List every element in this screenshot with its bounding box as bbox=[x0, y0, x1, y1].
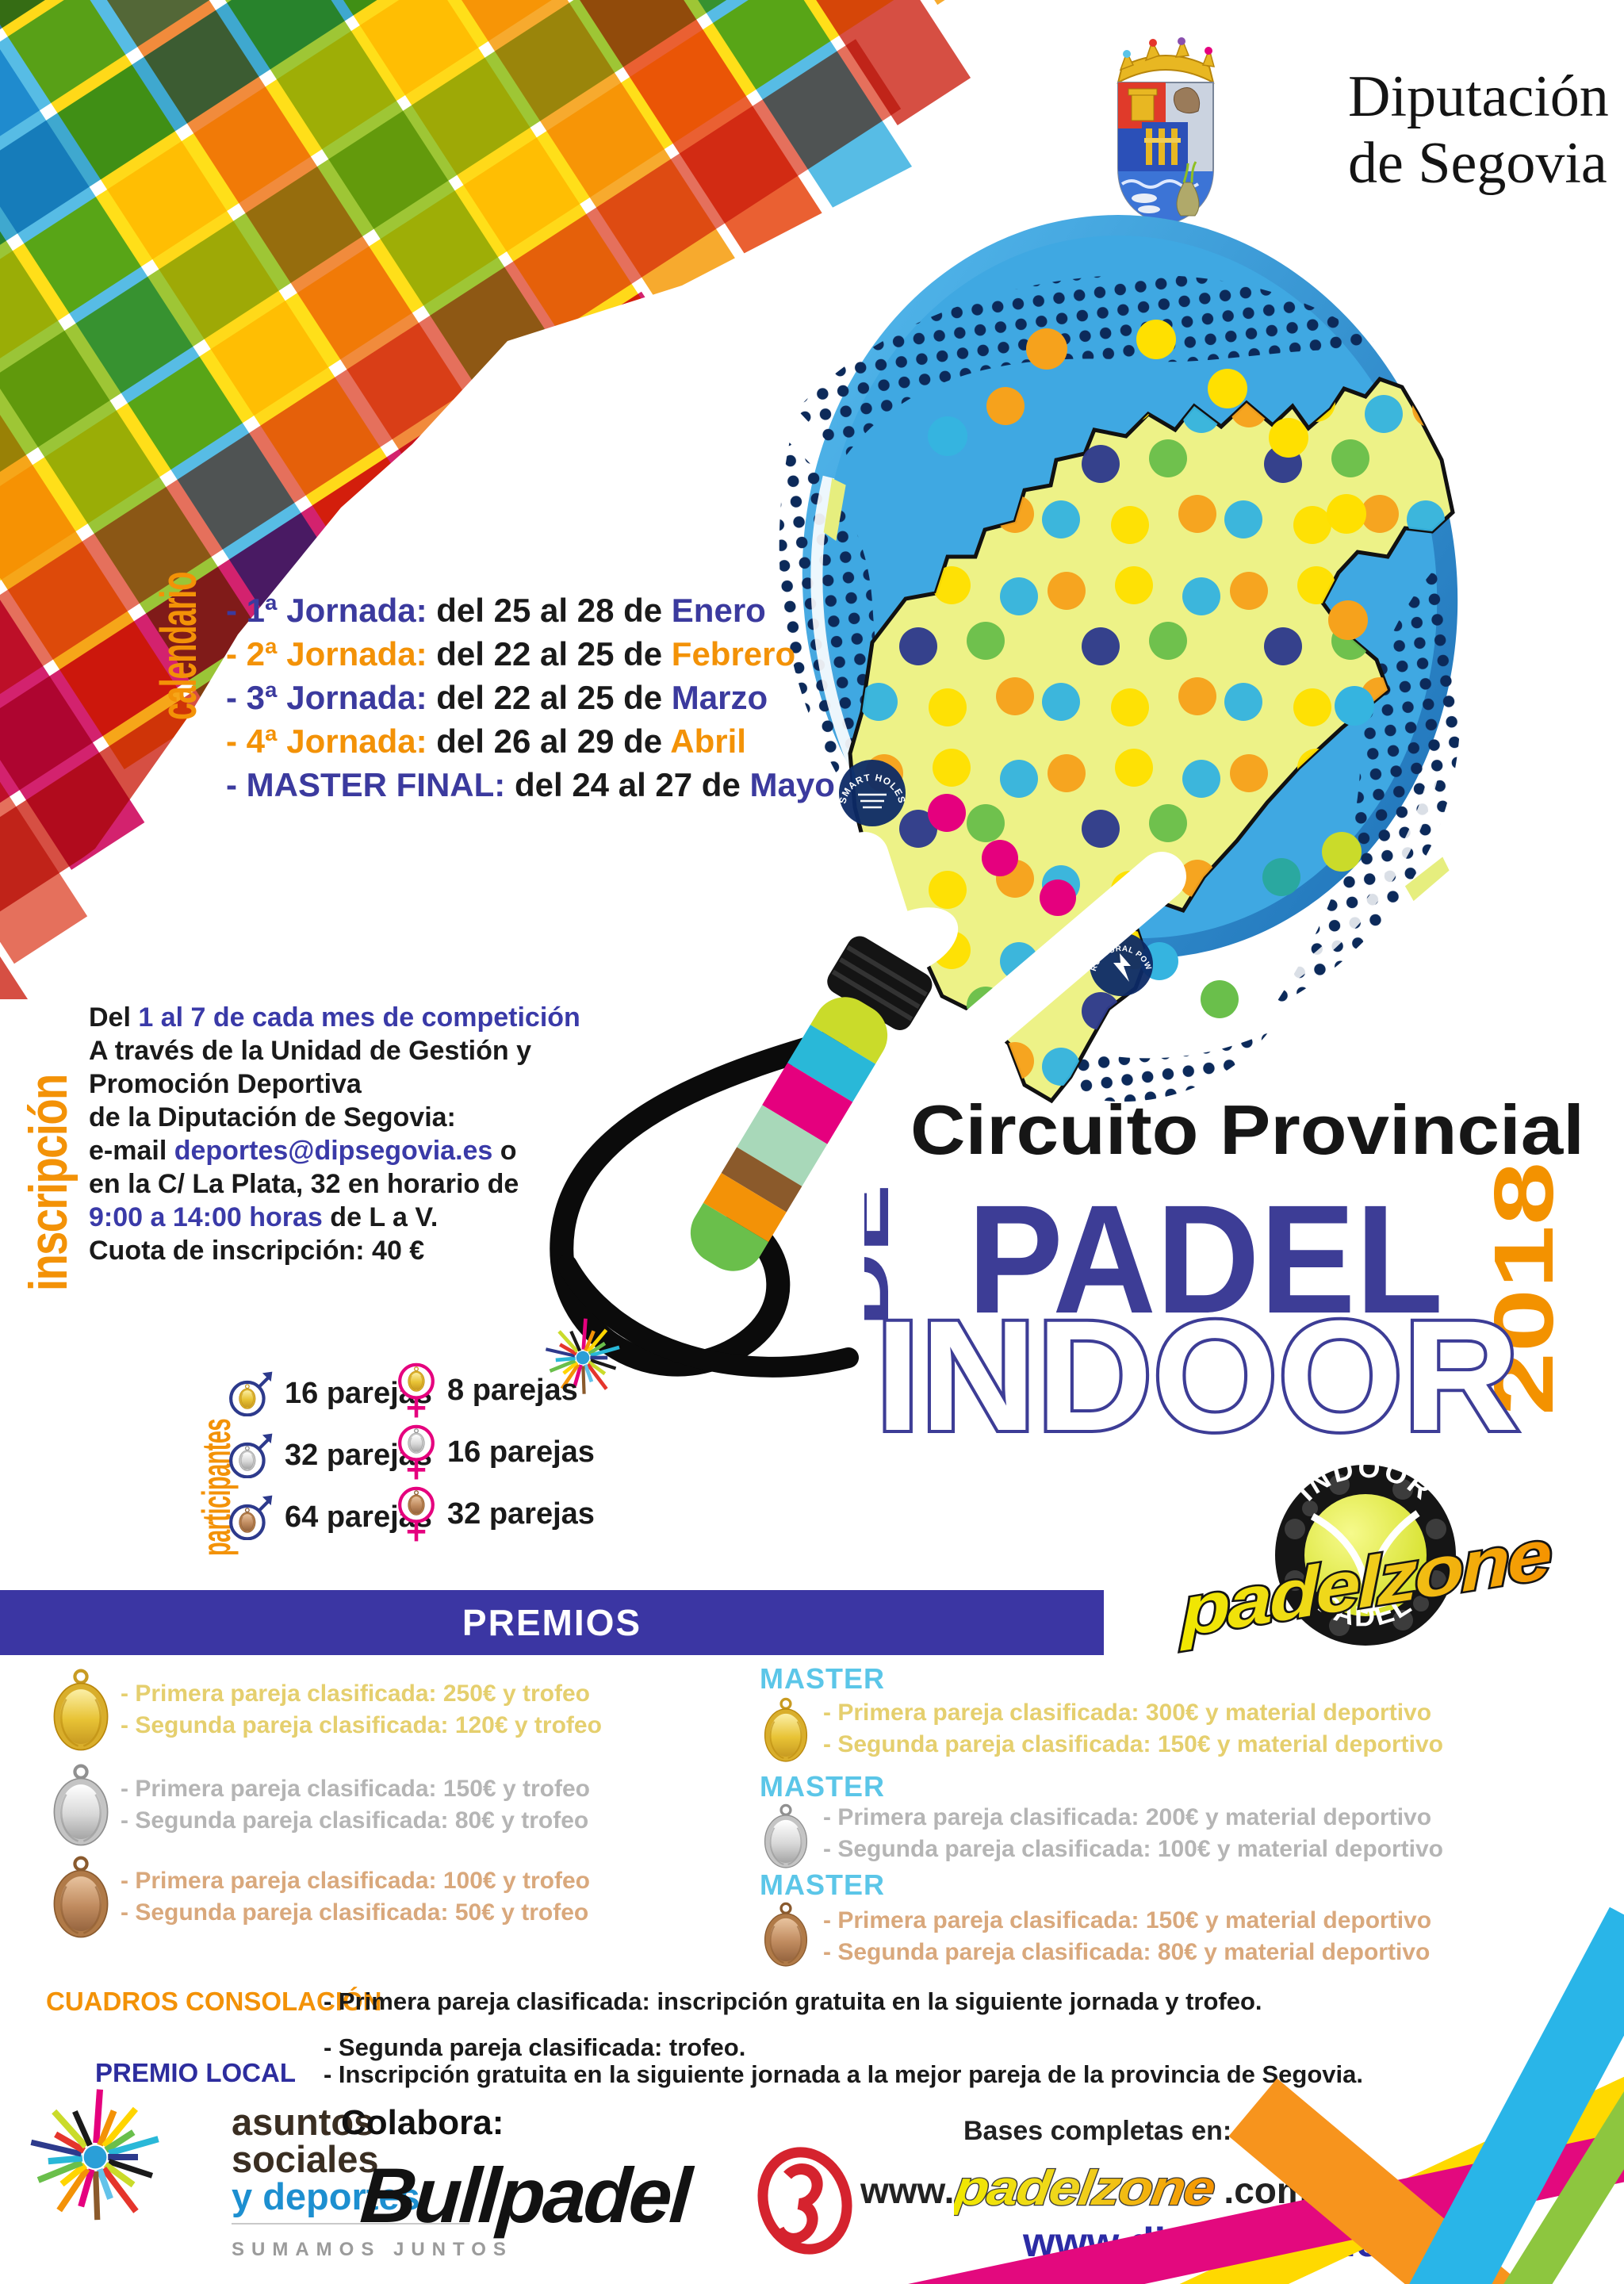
svg-text:padelzone: padelzone bbox=[954, 2162, 1218, 2216]
jornada-bronze-prizes: - Primera pareja clasificada: 100€ y tro… bbox=[121, 1868, 590, 1926]
smart-holes-badge: SMART HOLES bbox=[837, 760, 907, 826]
colabora-label: Colabora: bbox=[341, 2103, 504, 2142]
master-gold-prizes: - Primera pareja clasificada: 300€ y mat… bbox=[823, 1700, 1443, 1757]
master-label: MASTER bbox=[760, 1868, 885, 1901]
calendar-section-label: calendario bbox=[150, 572, 207, 720]
organization-name: Diputación de Segovia bbox=[1348, 63, 1609, 197]
gold-medal-icon bbox=[48, 1667, 114, 1754]
male-silver-medal-icon bbox=[228, 1432, 274, 1478]
sumamos-juntos-tagline: SUMAMOS JUNTOS bbox=[232, 2239, 513, 2260]
participants-women-row: 16 parejas bbox=[396, 1422, 595, 1483]
racket-face-dots bbox=[928, 320, 1374, 1018]
silver-medal-icon bbox=[48, 1762, 114, 1849]
local-prize-line: - Inscripción gratuita en la siguiente j… bbox=[324, 2060, 1364, 2088]
master-gold-medal-icon bbox=[763, 1697, 809, 1763]
starburst-logo-icon bbox=[24, 2086, 167, 2228]
title-padel: PADEL bbox=[967, 1173, 1443, 1346]
padelzone-url[interactable]: www. padelzone .com bbox=[860, 2162, 1309, 2219]
racket-grip bbox=[678, 936, 933, 1283]
poster-title: Circuito Provincial DE PADEL 2018 INDOOR bbox=[864, 1090, 1584, 1447]
consolation-line2: - Segunda pareja clasificada: trofeo. bbox=[324, 2033, 746, 2061]
consolation-line1: - Primera pareja clasificada: inscripció… bbox=[324, 1987, 1262, 2015]
registration-info: Del 1 al 7 de cada mes de competición A … bbox=[89, 1002, 580, 1266]
local-prize-title: PREMIO LOCAL bbox=[95, 2058, 296, 2087]
calendar-item: - 4ª Jornada: del 26 al 29 de Abril bbox=[226, 722, 746, 760]
participants-women-row: 32 parejas bbox=[396, 1484, 595, 1545]
jornada-silver-prizes: - Primera pareja clasificada: 150€ y tro… bbox=[121, 1776, 590, 1834]
registration-fee: Cuota de inscripción: 40 € bbox=[89, 1236, 425, 1266]
padelzone-url-wordmark: padelzone bbox=[954, 2162, 1219, 2217]
participants-women-row: 8 parejas bbox=[396, 1360, 578, 1421]
male-bronze-medal-icon bbox=[228, 1494, 274, 1540]
padelzone-logo: INDOOR PADEL padelzone bbox=[1177, 1450, 1553, 1654]
title-line1: Circuito Provincial bbox=[910, 1090, 1584, 1169]
bullpadel-wordmark: Bullpadel bbox=[358, 2152, 692, 2239]
title-de: DE bbox=[864, 1184, 904, 1327]
ribbons-artwork bbox=[833, 1907, 1624, 2284]
master-label: MASTER bbox=[760, 1662, 885, 1695]
asuntos-sociales-logo: asuntos sociales y deportes SUMAMOS JUNT… bbox=[232, 2103, 513, 2268]
calendar-list: - 1ª Jornada: del 25 al 28 de Enero - 2ª… bbox=[226, 588, 835, 807]
padel-racket-artwork: SMART HOLES STRUCTURAL POWER bbox=[492, 215, 1461, 1435]
master-bronze-prizes: - Primera pareja clasificada: 150€ y mat… bbox=[823, 1907, 1432, 1965]
bronze-medal-icon bbox=[48, 1854, 114, 1941]
calendar-item: - 3ª Jornada: del 22 al 25 de Marzo bbox=[226, 679, 768, 716]
calendar-item: - MASTER FINAL: del 24 al 27 de Mayo bbox=[226, 766, 835, 803]
bases-completas-label: Bases completas en: bbox=[963, 2116, 1232, 2146]
diputacion-crest-icon bbox=[1116, 37, 1216, 227]
master-label: MASTER bbox=[760, 1770, 885, 1803]
url-www: www. bbox=[860, 2170, 955, 2211]
jornada-gold-prizes: - Primera pareja clasificada: 250€ y tro… bbox=[121, 1680, 602, 1738]
master-bronze-medal-icon bbox=[763, 1902, 809, 1968]
divider bbox=[232, 2223, 469, 2225]
prizes-header-bar: PREMIOS bbox=[0, 1590, 1104, 1655]
email-link[interactable]: deportes@dipsegovia.es bbox=[174, 1136, 493, 1166]
mosaic-artwork bbox=[0, 0, 1078, 999]
consolation-title: CUADROS CONSOLACIÓN bbox=[46, 1987, 382, 2016]
calendar-item: - 1ª Jornada: del 25 al 28 de Enero bbox=[226, 592, 766, 629]
female-gold-medal-icon bbox=[396, 1360, 436, 1421]
master-silver-prizes: - Primera pareja clasificada: 200€ y mat… bbox=[823, 1804, 1443, 1862]
calendar-item: - 2ª Jornada: del 22 al 25 de Febrero bbox=[226, 635, 796, 673]
org-line2: de Segovia bbox=[1348, 131, 1607, 196]
female-silver-medal-icon bbox=[396, 1422, 436, 1483]
female-bronze-medal-icon bbox=[396, 1484, 436, 1545]
master-silver-medal-icon bbox=[763, 1803, 809, 1869]
male-gold-medal-icon bbox=[228, 1370, 274, 1416]
title-year: 2018 bbox=[1477, 1162, 1571, 1416]
org-line1: Diputación bbox=[1348, 64, 1609, 129]
title-indoor: INDOOR bbox=[875, 1288, 1519, 1447]
bullpadel-emblem-icon bbox=[757, 2147, 852, 2255]
registration-section-label: inscripción bbox=[18, 1075, 79, 1291]
prizes-header-label: PREMIOS bbox=[462, 1602, 642, 1643]
